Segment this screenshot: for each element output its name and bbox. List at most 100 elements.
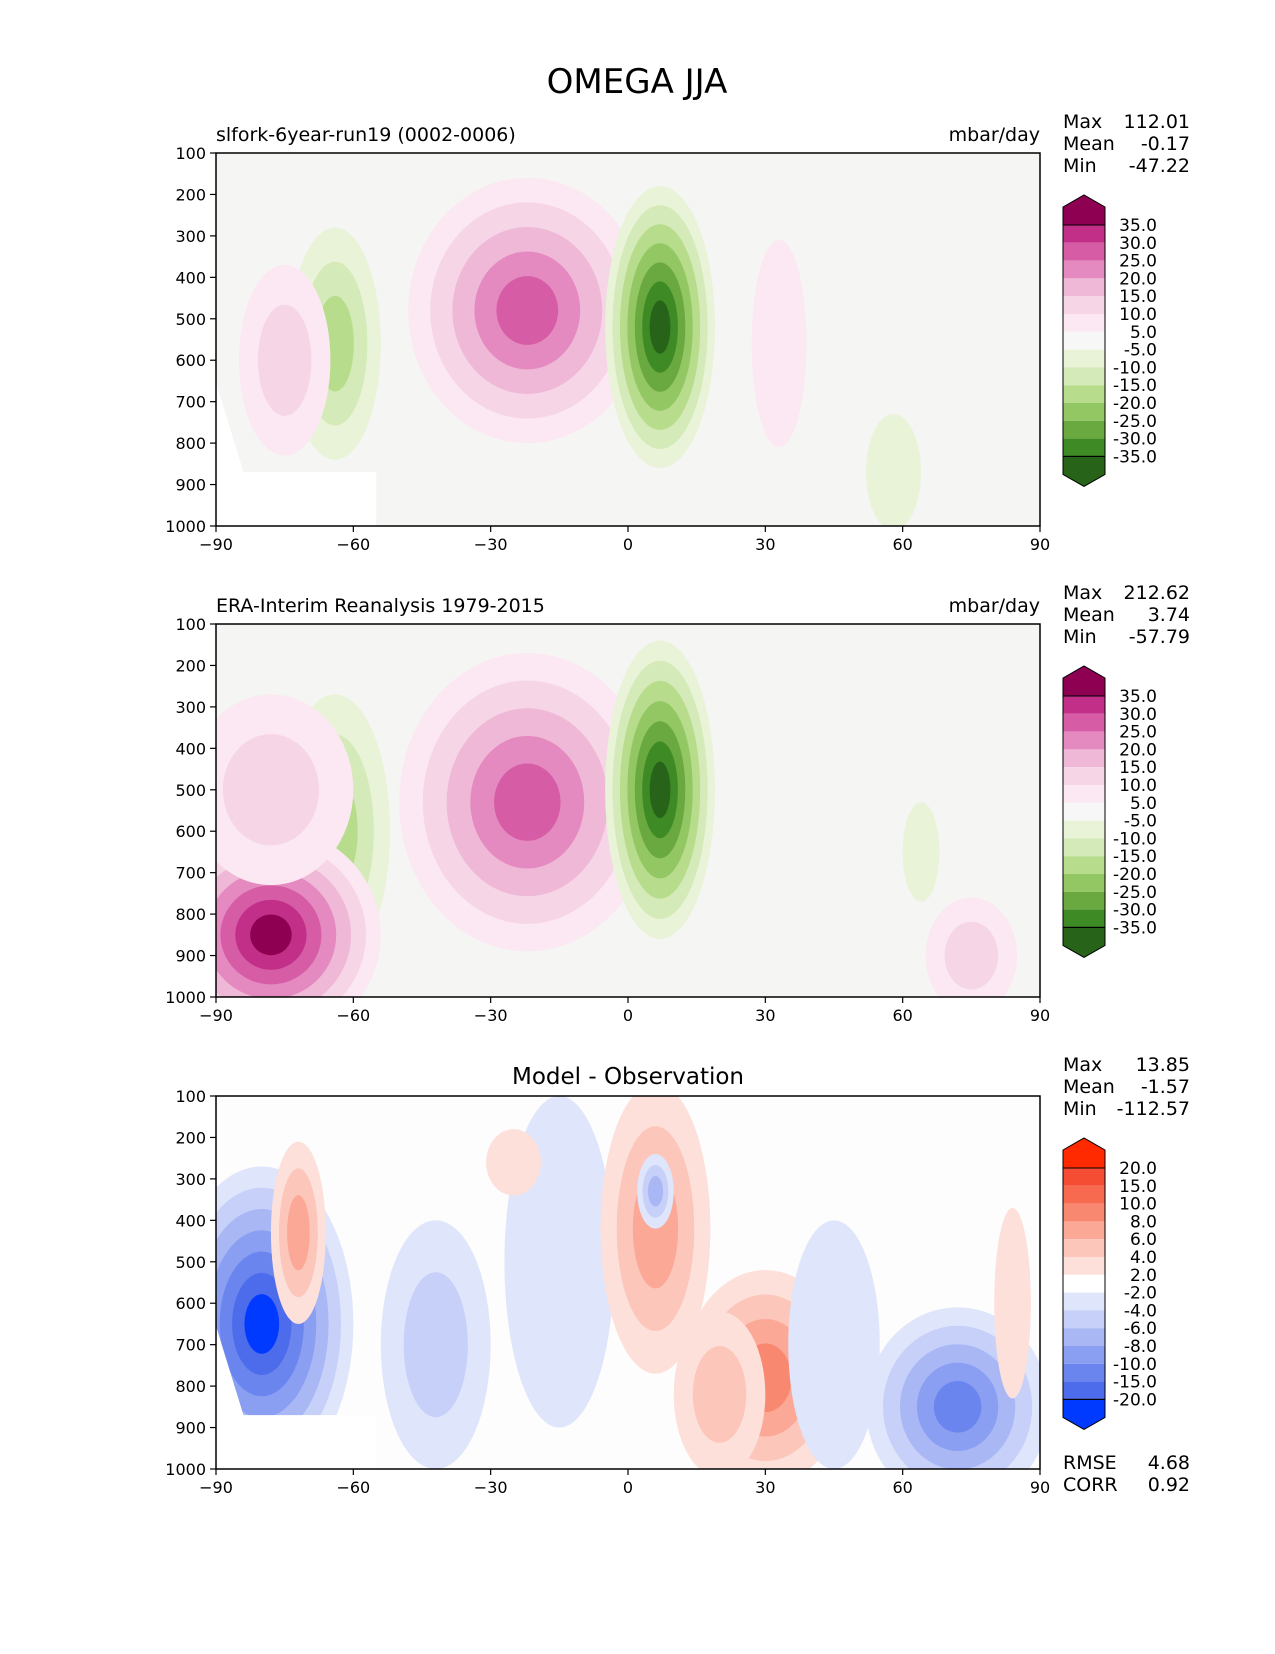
- colorbar-label: -4.0: [1124, 1301, 1157, 1321]
- colorbar-label: 15.0: [1119, 758, 1157, 778]
- y-tick-label: 300: [175, 698, 206, 717]
- stat-value: -0.17: [1141, 133, 1190, 155]
- x-tick-label: 0: [623, 1006, 633, 1025]
- x-tick-label: 30: [755, 1478, 775, 1497]
- y-tick-label: 800: [175, 434, 206, 453]
- colorbar-label: -25.0: [1113, 883, 1157, 903]
- colorbar-segment: [1063, 1346, 1105, 1364]
- colorbar-label: 10.0: [1119, 305, 1157, 325]
- colorbar-label: -15.0: [1113, 376, 1157, 396]
- y-tick-label: 300: [175, 227, 206, 246]
- colorbar-label: 20.0: [1119, 269, 1157, 289]
- colorbar-segment: [1063, 696, 1105, 714]
- contour-level-red: [287, 1195, 310, 1271]
- stat-value: 112.01: [1124, 111, 1190, 133]
- contour-level-pink: [751, 240, 807, 448]
- contour-level-blue: [403, 1272, 468, 1418]
- colorbar-label: -15.0: [1113, 847, 1157, 867]
- colorbar-segment: [1063, 1221, 1105, 1240]
- y-tick-label: 200: [175, 1128, 206, 1147]
- x-tick-label: −30: [474, 1006, 508, 1025]
- topography-mask: [216, 383, 377, 526]
- stat-label: Min: [1063, 626, 1097, 648]
- colorbar-label: 5.0: [1130, 323, 1157, 343]
- stat-value: -57.79: [1129, 626, 1190, 648]
- y-tick-label: 800: [175, 1377, 206, 1396]
- colorbar-extend-max: [1062, 194, 1106, 226]
- corr-value: 0.92: [1148, 1474, 1190, 1496]
- x-tick-label: −30: [474, 535, 508, 554]
- x-tick-label: 90: [1030, 1006, 1050, 1025]
- stat-value: -112.57: [1117, 1098, 1190, 1120]
- y-tick-label: 900: [175, 476, 206, 495]
- y-tick-label: 700: [175, 393, 206, 412]
- colorbar-segment: [1063, 296, 1105, 314]
- y-tick-label: 100: [175, 615, 206, 634]
- contour-fill-group: [216, 1096, 1040, 1469]
- contour-fill-group: [216, 640, 1018, 997]
- colorbar-extend-min: [1062, 1398, 1106, 1430]
- colorbar-segment: [1063, 1328, 1105, 1346]
- contour-level-pink: [494, 763, 561, 841]
- stat-label: Min: [1063, 155, 1097, 177]
- colorbar-segment: [1063, 438, 1105, 457]
- panel-title: Model - Observation: [512, 1064, 744, 1090]
- x-tick-label: −60: [336, 1478, 370, 1497]
- colorbar-label: -10.0: [1113, 1355, 1157, 1375]
- contour-level-pink: [496, 276, 559, 345]
- y-tick-label: 200: [175, 185, 206, 204]
- x-tick-label: 0: [623, 1478, 633, 1497]
- colorbar-segment: [1063, 1292, 1105, 1311]
- x-tick-label: 60: [892, 1478, 912, 1497]
- colorbar-segment: [1063, 785, 1105, 803]
- colorbar-label: 30.0: [1119, 705, 1157, 725]
- contour-level-red: [692, 1346, 747, 1443]
- units-label: mbar/day: [949, 124, 1040, 146]
- colorbar-segment: [1063, 767, 1105, 785]
- y-tick-label: 700: [175, 1336, 206, 1355]
- panel-title: ERA-Interim Reanalysis 1979-2015: [216, 595, 545, 617]
- colorbar-extend-max: [1062, 665, 1106, 697]
- x-tick-label: −90: [199, 1478, 233, 1497]
- contour-level-blue: [933, 1381, 982, 1433]
- stat-label: Mean: [1063, 1076, 1115, 1098]
- colorbar-extend-min: [1062, 926, 1106, 958]
- colorbar-segment: [1063, 909, 1105, 928]
- stat-value: -1.57: [1141, 1076, 1190, 1098]
- colorbar-label: 35.0: [1119, 216, 1157, 236]
- contour-level-green: [866, 414, 921, 526]
- x-tick-label: 0: [623, 535, 633, 554]
- colorbar-label: 35.0: [1119, 687, 1157, 707]
- x-tick-label: 30: [755, 1006, 775, 1025]
- contour-level-red: [994, 1207, 1031, 1399]
- colorbar-segment: [1063, 1363, 1105, 1382]
- stat-label: Mean: [1063, 133, 1115, 155]
- x-tick-label: −60: [336, 535, 370, 554]
- colorbar-label: 6.0: [1130, 1230, 1157, 1250]
- y-tick-label: 200: [175, 656, 206, 675]
- y-tick-label: 1000: [165, 517, 206, 536]
- stat-label: Min: [1063, 1098, 1097, 1120]
- colorbar-frame: [1062, 1167, 1106, 1400]
- y-tick-label: 100: [175, 144, 206, 163]
- colorbar-segment: [1063, 242, 1105, 261]
- colorbar-segment: [1063, 856, 1105, 874]
- contour-level-blue: [647, 1175, 664, 1207]
- colorbar-segment: [1063, 260, 1105, 279]
- colorbar-segment: [1063, 891, 1105, 910]
- colorbar-label: -10.0: [1113, 358, 1157, 378]
- y-tick-label: 600: [175, 1294, 206, 1313]
- colorbar-segment: [1063, 1274, 1105, 1293]
- stat-label: Max: [1063, 582, 1102, 604]
- colorbar-label: 20.0: [1119, 740, 1157, 760]
- colorbar-label: -5.0: [1124, 341, 1157, 361]
- colorbar-label: -25.0: [1113, 412, 1157, 432]
- colorbar-segment: [1063, 403, 1105, 421]
- colorbar-segment: [1063, 1203, 1105, 1222]
- colorbar-segment: [1063, 1257, 1105, 1275]
- colorbar-label: -35.0: [1113, 447, 1157, 467]
